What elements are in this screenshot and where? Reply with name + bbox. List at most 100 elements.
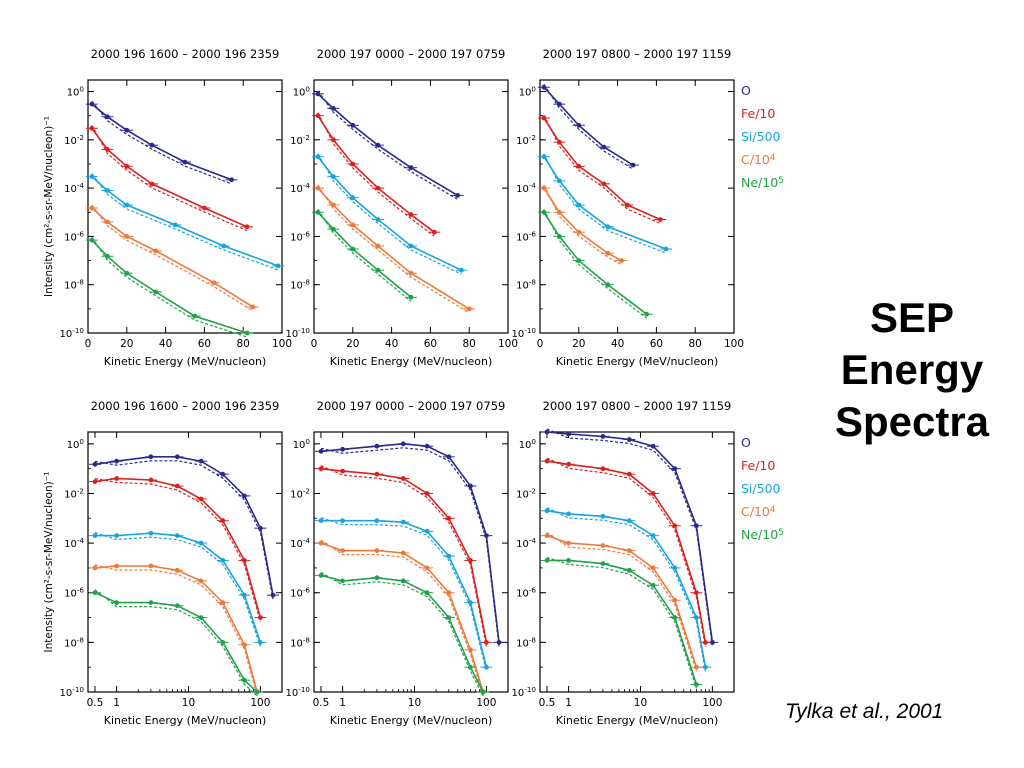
- legend-entry: C/104: [741, 504, 776, 519]
- chart-title: 2000 197 0000 – 2000 197 0759: [317, 399, 506, 413]
- x-tick-label: 20: [572, 338, 585, 350]
- chart-title: 2000 197 0800 – 2000 197 1159: [543, 47, 732, 61]
- legend-entry: Ne/105: [741, 175, 784, 190]
- legend-entry: O: [741, 83, 751, 98]
- x-tick-label: 100: [272, 338, 292, 350]
- series-fit-line: [317, 93, 459, 197]
- series-fit-line: [547, 559, 698, 685]
- legend-entry: Ne/105: [741, 527, 784, 542]
- x-tick-label: 0.5: [87, 697, 104, 709]
- y-tick-label: 10-10: [286, 326, 311, 340]
- x-axis-label: Kinetic Energy (MeV/nucleon): [104, 714, 267, 727]
- y-tick-label: 100: [519, 437, 537, 451]
- series-fit-line: [91, 207, 254, 308]
- y-tick-label: 10-6: [290, 586, 310, 600]
- series-fit-line: [543, 156, 667, 250]
- x-tick-label: 100: [498, 338, 518, 350]
- plot-frame: [87, 79, 283, 334]
- y-tick-label: 100: [67, 437, 85, 451]
- y-tick-label: 10-10: [60, 685, 85, 699]
- x-axis-label: Kinetic Energy (MeV/nucleon): [104, 355, 267, 368]
- panel-1: 2000 196 1600 – 2000 196 2359 100 10-2 10-4…: [43, 47, 292, 368]
- chart-title: 2000 196 1600 – 2000 196 2359: [91, 47, 280, 61]
- x-tick-label: 20: [346, 338, 359, 350]
- series-fit-line: [94, 456, 274, 596]
- y-tick-label: 10-4: [290, 536, 310, 550]
- y-tick-label: 10-2: [64, 133, 84, 147]
- x-tick-label: 1: [339, 697, 346, 709]
- y-tick-label: 10-8: [290, 635, 310, 649]
- chart-title: 2000 197 0800 – 2000 197 1159: [543, 399, 732, 413]
- series-fit-line: [91, 176, 279, 267]
- x-tick-label: 40: [611, 338, 624, 350]
- x-tick-label: 0.5: [539, 697, 556, 709]
- series-fit-line: [320, 542, 484, 693]
- series-dashed-line: [94, 564, 258, 697]
- series-fit-line: [94, 565, 258, 693]
- x-tick-label: 0: [85, 338, 92, 350]
- x-tick-label: 100: [476, 697, 496, 709]
- y-axis-label: Intensity (cm²-s-sr-MeV/nucleon)⁻¹: [43, 116, 55, 297]
- slide-title-line-1: SEP: [869, 294, 955, 341]
- series-dashed-line: [543, 184, 622, 266]
- x-tick-label: 10: [408, 697, 421, 709]
- series-dashed-line: [94, 460, 274, 600]
- y-tick-label: 10-4: [64, 181, 84, 195]
- panel-5: 2000 197 0000 – 2000 197 0759 100 10-2 10-4…: [286, 399, 509, 727]
- series-dashed-line: [320, 571, 484, 697]
- x-axis-label: Kinetic Energy (MeV/nucleon): [330, 355, 493, 368]
- series-dashed-line: [317, 112, 435, 237]
- series-dashed-line: [91, 173, 279, 271]
- y-tick-label: 100: [293, 85, 311, 99]
- y-tick-label: 10-8: [516, 278, 536, 292]
- panel-6: 2000 197 0800 – 2000 197 1159 100 10-2 10-4…: [512, 399, 784, 727]
- x-tick-label: 10: [182, 697, 195, 709]
- series-dashed-line: [320, 517, 487, 672]
- series-dashed-line: [543, 209, 648, 319]
- legend-entry: Fe/10: [741, 106, 775, 121]
- panel-4: 2000 196 1600 – 2000 196 2359 100 10-2 10-4…: [43, 399, 283, 727]
- y-tick-label: 10-10: [286, 685, 311, 699]
- series-dashed-line: [94, 532, 261, 647]
- series-dashed-line: [546, 457, 706, 647]
- y-tick-label: 10-4: [290, 181, 310, 195]
- x-tick-label: 100: [250, 697, 270, 709]
- plot-frame: [313, 79, 509, 334]
- series-fit-line: [91, 127, 248, 228]
- y-tick-label: 10-4: [516, 181, 536, 195]
- y-tick-label: 10-8: [290, 278, 310, 292]
- plot-frame: [87, 431, 283, 693]
- series-dashed-line: [546, 428, 713, 647]
- legend-entry: Si/500: [741, 481, 781, 496]
- series-dashed-line: [543, 83, 634, 170]
- series-dashed-line: [94, 589, 258, 697]
- series-dashed-line: [91, 204, 254, 312]
- slide-title: SEP Energy Spectra: [812, 292, 1012, 448]
- y-tick-label: 10-2: [64, 486, 84, 500]
- x-tick-label: 80: [463, 338, 476, 350]
- y-tick-label: 10-2: [516, 133, 536, 147]
- series-dashed-line: [546, 556, 697, 689]
- x-axis-label: Kinetic Energy (MeV/nucleon): [330, 714, 493, 727]
- series-fit-line: [91, 103, 232, 181]
- x-tick-label: 80: [689, 338, 702, 350]
- series-dashed-line: [546, 507, 706, 672]
- x-tick-label: 0.5: [313, 697, 330, 709]
- y-tick-label: 10-8: [64, 635, 84, 649]
- series-fit-line: [543, 86, 634, 166]
- series-dashed-line: [546, 532, 697, 672]
- series-dashed-line: [91, 236, 248, 338]
- series-fit-line: [317, 115, 435, 233]
- y-tick-label: 10-6: [290, 229, 310, 243]
- y-tick-label: 10-8: [516, 635, 536, 649]
- plot-frame: [539, 79, 735, 334]
- legend-entry: Fe/10: [741, 458, 775, 473]
- citation: Tylka et al., 2001: [785, 700, 944, 723]
- series-dashed-line: [320, 465, 487, 647]
- series-fit-line: [317, 211, 412, 298]
- y-tick-label: 10-10: [60, 326, 85, 340]
- series-fit-line: [546, 460, 707, 643]
- y-tick-label: 10-4: [64, 536, 84, 550]
- x-tick-label: 1: [565, 697, 572, 709]
